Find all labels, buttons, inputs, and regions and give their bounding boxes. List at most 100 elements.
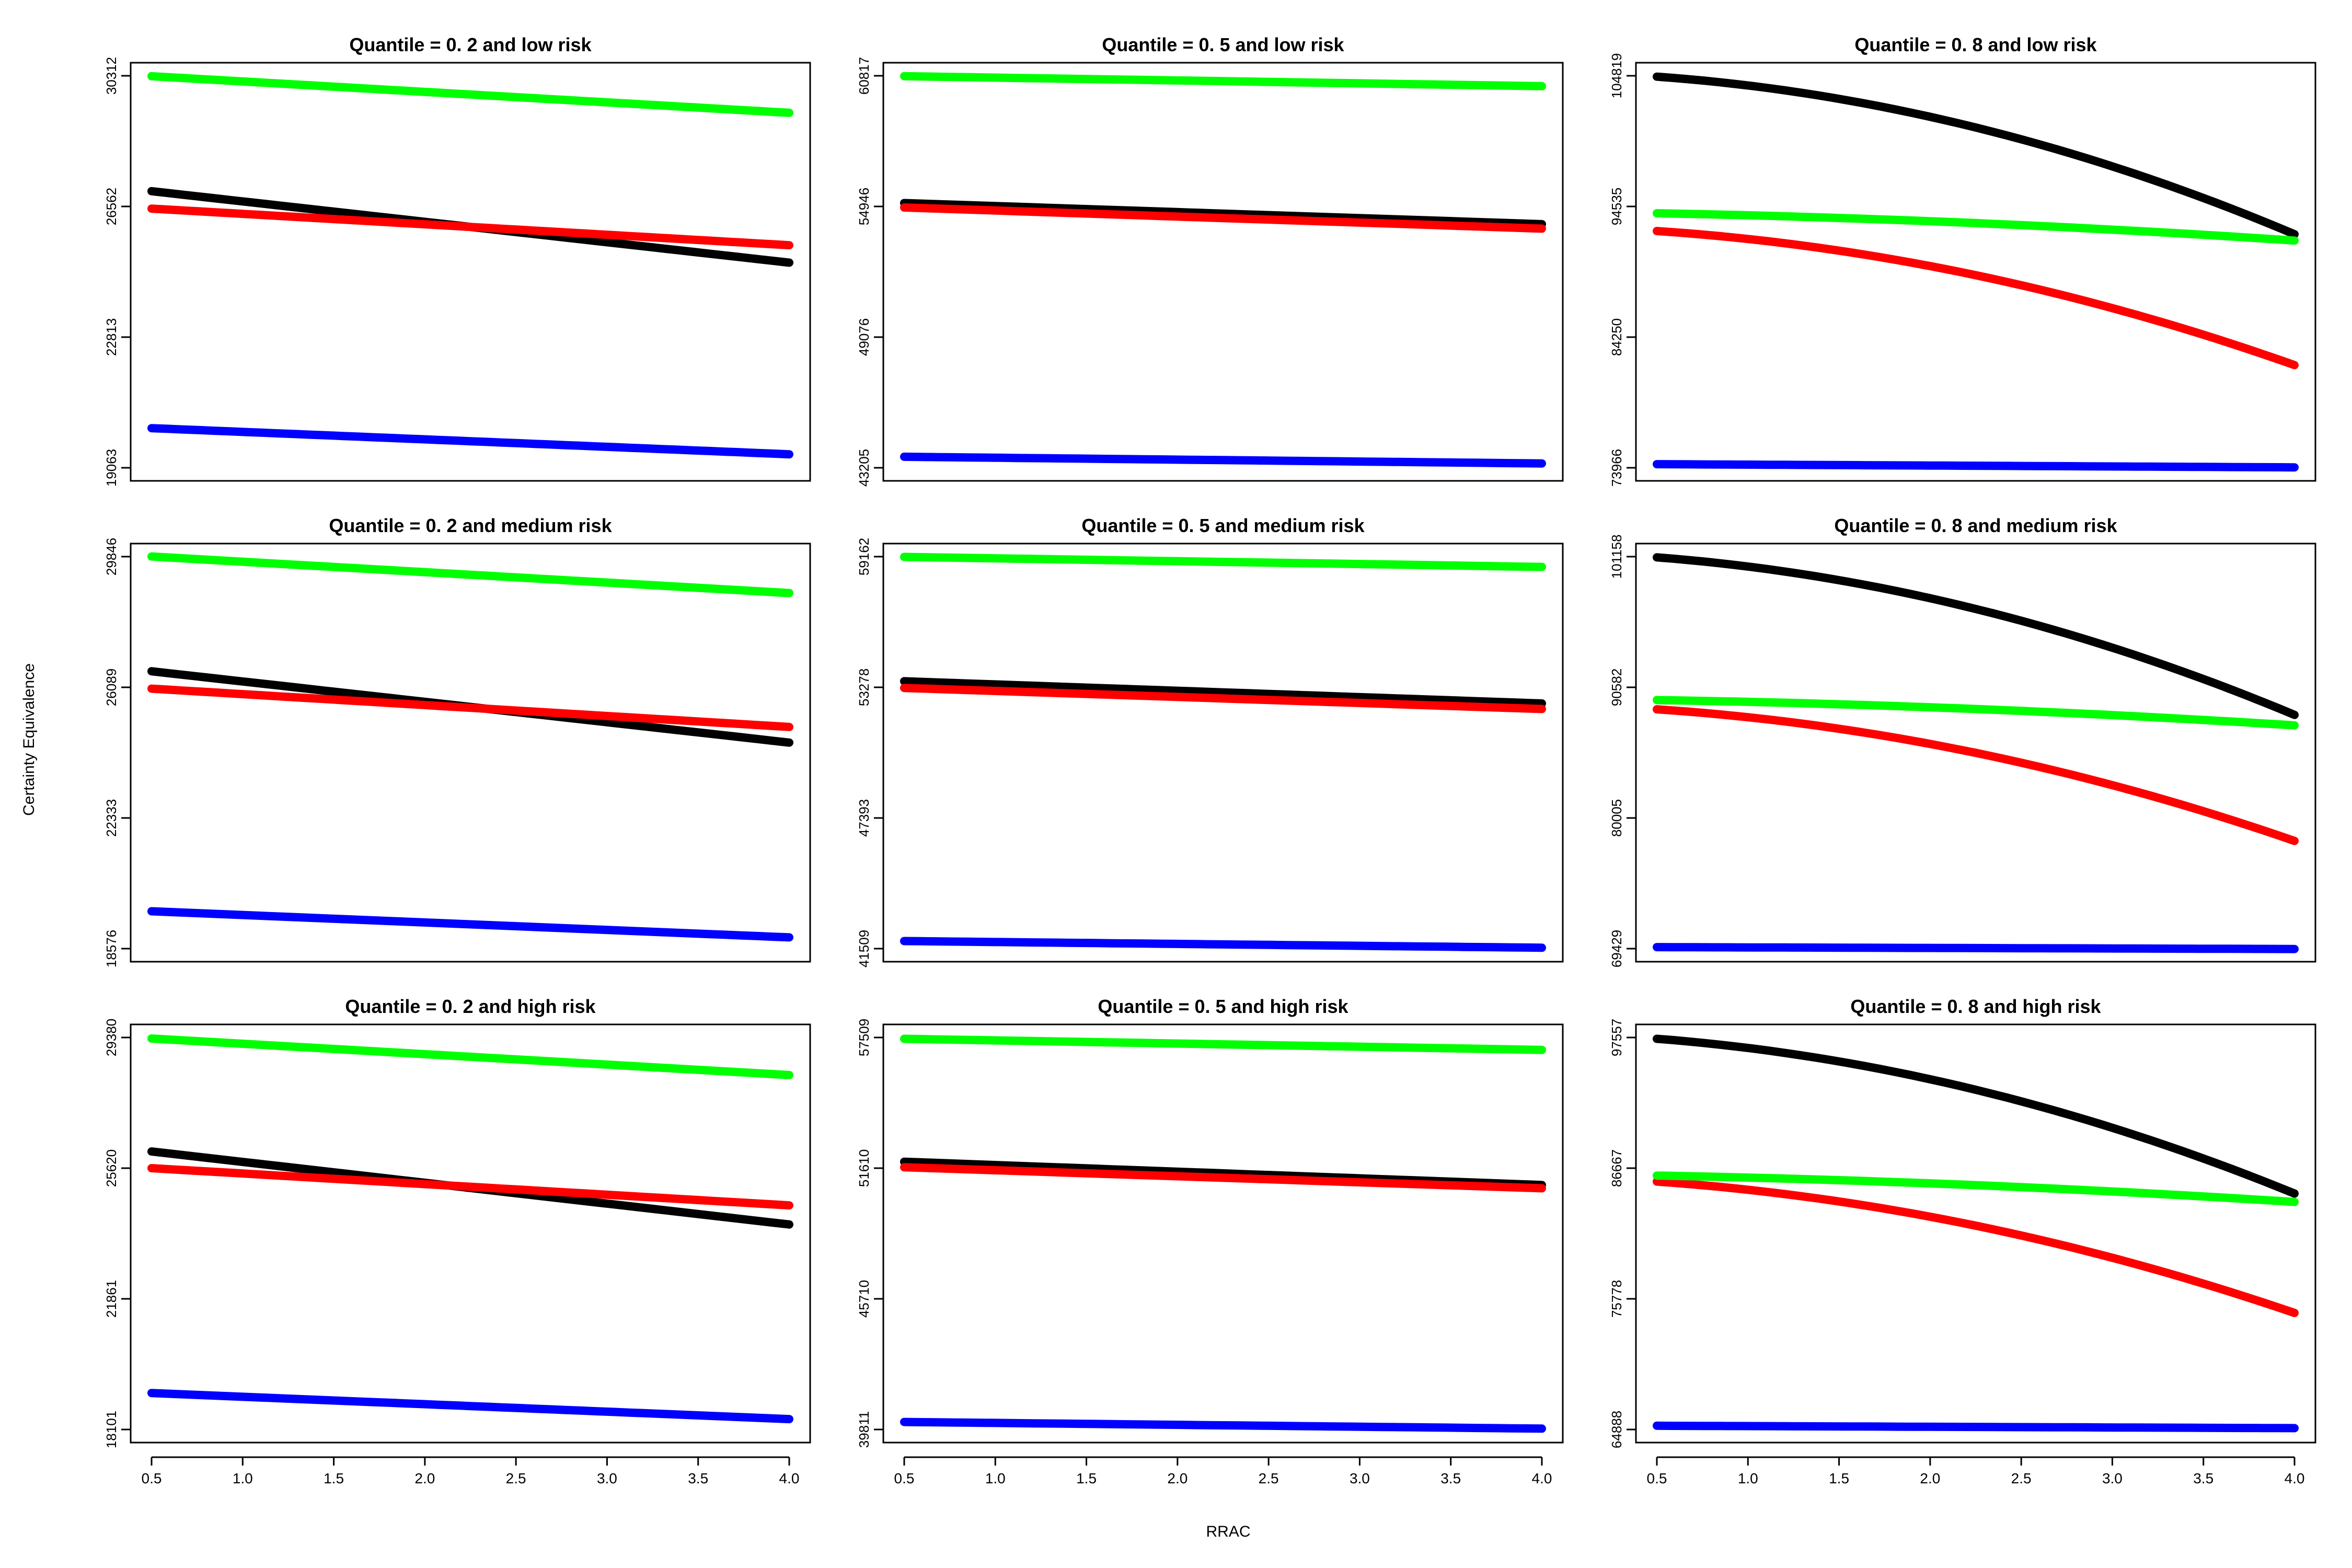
- x-tick-label: 2.5: [1259, 1470, 1279, 1486]
- series-line-blue: [900, 452, 1546, 468]
- series-line-black: [900, 199, 1546, 228]
- panel-title: Quantile = 0. 5 and low risk: [1102, 34, 1344, 55]
- panel-title: Quantile = 0. 2 and low risk: [349, 34, 592, 55]
- y-tick-label: 80005: [1609, 799, 1624, 837]
- y-tick-label: 94535: [1609, 188, 1624, 225]
- series-line-red: [900, 684, 1546, 713]
- y-tick-label: 41509: [856, 930, 872, 967]
- x-tick-label: 0.5: [142, 1470, 162, 1486]
- panel-9: Quantile = 0. 8 and high risk 64888 75778 8…: [1609, 996, 2316, 1486]
- panel-1: Quantile = 0. 2 and low risk 19063 22813 26…: [103, 34, 811, 487]
- plot-frame: [130, 62, 811, 482]
- y-tick-label: 97557: [1609, 1019, 1624, 1056]
- y-tick-label: 59162: [856, 538, 872, 575]
- series-line-blue: [147, 424, 793, 459]
- y-tick-label: 104819: [1609, 53, 1624, 99]
- panel-title: Quantile = 0. 8 and low risk: [1854, 34, 2097, 55]
- y-tick-label: 26562: [103, 188, 119, 225]
- plot-frame: [882, 62, 1564, 482]
- series-line-red: [147, 684, 793, 731]
- y-tick-label: 39811: [856, 1411, 872, 1448]
- x-tick-label: 2.0: [414, 1470, 435, 1486]
- series-line-blue: [1653, 1421, 2299, 1433]
- panel-title: Quantile = 0. 8 and medium risk: [1834, 515, 2117, 536]
- x-tick-label: 0.5: [1647, 1470, 1667, 1486]
- y-tick-label: 22813: [103, 318, 119, 356]
- series-line-red: [1653, 227, 2299, 370]
- series-line-red: [900, 203, 1546, 233]
- panel-5: Quantile = 0. 5 and medium risk 41509 4739…: [856, 515, 1564, 967]
- y-tick-label: 18101: [103, 1411, 119, 1448]
- series-line-green: [900, 1034, 1546, 1054]
- x-tick-label: 1.0: [1738, 1470, 1758, 1486]
- series-line-blue: [900, 1417, 1546, 1433]
- plot-frame: [1635, 1023, 2316, 1444]
- y-tick-label: 49076: [856, 318, 872, 356]
- panel-2: Quantile = 0. 5 and low risk 43205 49076 54…: [856, 34, 1564, 487]
- series-line-green: [147, 72, 793, 117]
- x-tick-label: 3.0: [2102, 1470, 2123, 1486]
- plot-frame: [882, 1023, 1564, 1444]
- panel-8: Quantile = 0. 5 and high risk 39811 45710 5…: [856, 996, 1564, 1486]
- plot-frame: [130, 1023, 811, 1444]
- y-tick-label: 21861: [103, 1280, 119, 1318]
- y-tick-label: 47393: [856, 799, 872, 837]
- series-line-green: [900, 552, 1546, 571]
- y-tick-label: 51610: [856, 1149, 872, 1187]
- y-tick-label: 43205: [856, 449, 872, 487]
- series-line-black: [1653, 553, 2299, 719]
- plot-frame: [1635, 543, 2316, 963]
- y-tick-label: 69429: [1609, 930, 1624, 967]
- x-tick-label: 1.5: [1829, 1470, 1849, 1486]
- x-tick-label: 3.5: [688, 1470, 708, 1486]
- y-tick-label: 30312: [103, 57, 119, 95]
- x-tick-label: 2.0: [1167, 1470, 1187, 1486]
- x-tick-label: 3.5: [1440, 1470, 1461, 1486]
- series-line-green: [147, 1034, 793, 1079]
- y-tick-label: 54946: [856, 188, 872, 225]
- y-tick-label: 25620: [103, 1149, 119, 1187]
- x-tick-label: 4.0: [779, 1470, 800, 1486]
- series-line-red: [147, 204, 793, 250]
- plot-frame: [130, 543, 811, 963]
- panel-title: Quantile = 0. 2 and high risk: [345, 996, 596, 1017]
- series-line-black: [1653, 72, 2299, 239]
- series-line-red: [1653, 705, 2299, 845]
- series-line-red: [900, 1163, 1546, 1193]
- x-tick-label: 1.5: [1076, 1470, 1097, 1486]
- x-tick-label: 3.0: [597, 1470, 617, 1486]
- x-tick-label: 1.0: [233, 1470, 253, 1486]
- y-tick-label: 57509: [856, 1019, 872, 1056]
- x-tick-label: 1.0: [985, 1470, 1006, 1486]
- x-tick-label: 2.5: [2011, 1470, 2032, 1486]
- panel-4: Quantile = 0. 2 and medium risk 18576 2233…: [103, 515, 811, 967]
- figure-y-axis-label: Certainty Equivalence: [20, 663, 38, 816]
- y-tick-label: 60817: [856, 57, 872, 95]
- x-tick-label: 4.0: [2285, 1470, 2305, 1486]
- series-line-red: [1653, 1177, 2299, 1317]
- plot-frame: [1635, 62, 2316, 482]
- x-tick-label: 2.0: [1920, 1470, 1940, 1486]
- series-line-green: [1653, 209, 2299, 245]
- panel-title: Quantile = 0. 8 and high risk: [1850, 996, 2101, 1017]
- series-line-blue: [147, 1389, 793, 1424]
- series-line-green: [900, 72, 1546, 90]
- y-tick-label: 90582: [1609, 668, 1624, 706]
- panel-3: Quantile = 0. 8 and low risk 73966 84250 94…: [1609, 34, 2316, 487]
- x-tick-label: 3.5: [2193, 1470, 2213, 1486]
- y-tick-label: 75778: [1609, 1280, 1624, 1318]
- series-line-black: [900, 677, 1546, 708]
- figure-x-axis-label: RRAC: [1206, 1523, 1250, 1540]
- x-tick-label: 0.5: [894, 1470, 915, 1486]
- x-tick-label: 1.5: [324, 1470, 344, 1486]
- series-line-black: [1653, 1034, 2299, 1198]
- y-tick-label: 45710: [856, 1280, 872, 1318]
- x-tick-label: 2.5: [506, 1470, 526, 1486]
- y-tick-label: 101158: [1609, 535, 1624, 579]
- y-tick-label: 84250: [1609, 318, 1624, 356]
- series-line-blue: [900, 937, 1546, 952]
- y-tick-label: 26089: [103, 668, 119, 706]
- y-tick-label: 18576: [103, 930, 119, 967]
